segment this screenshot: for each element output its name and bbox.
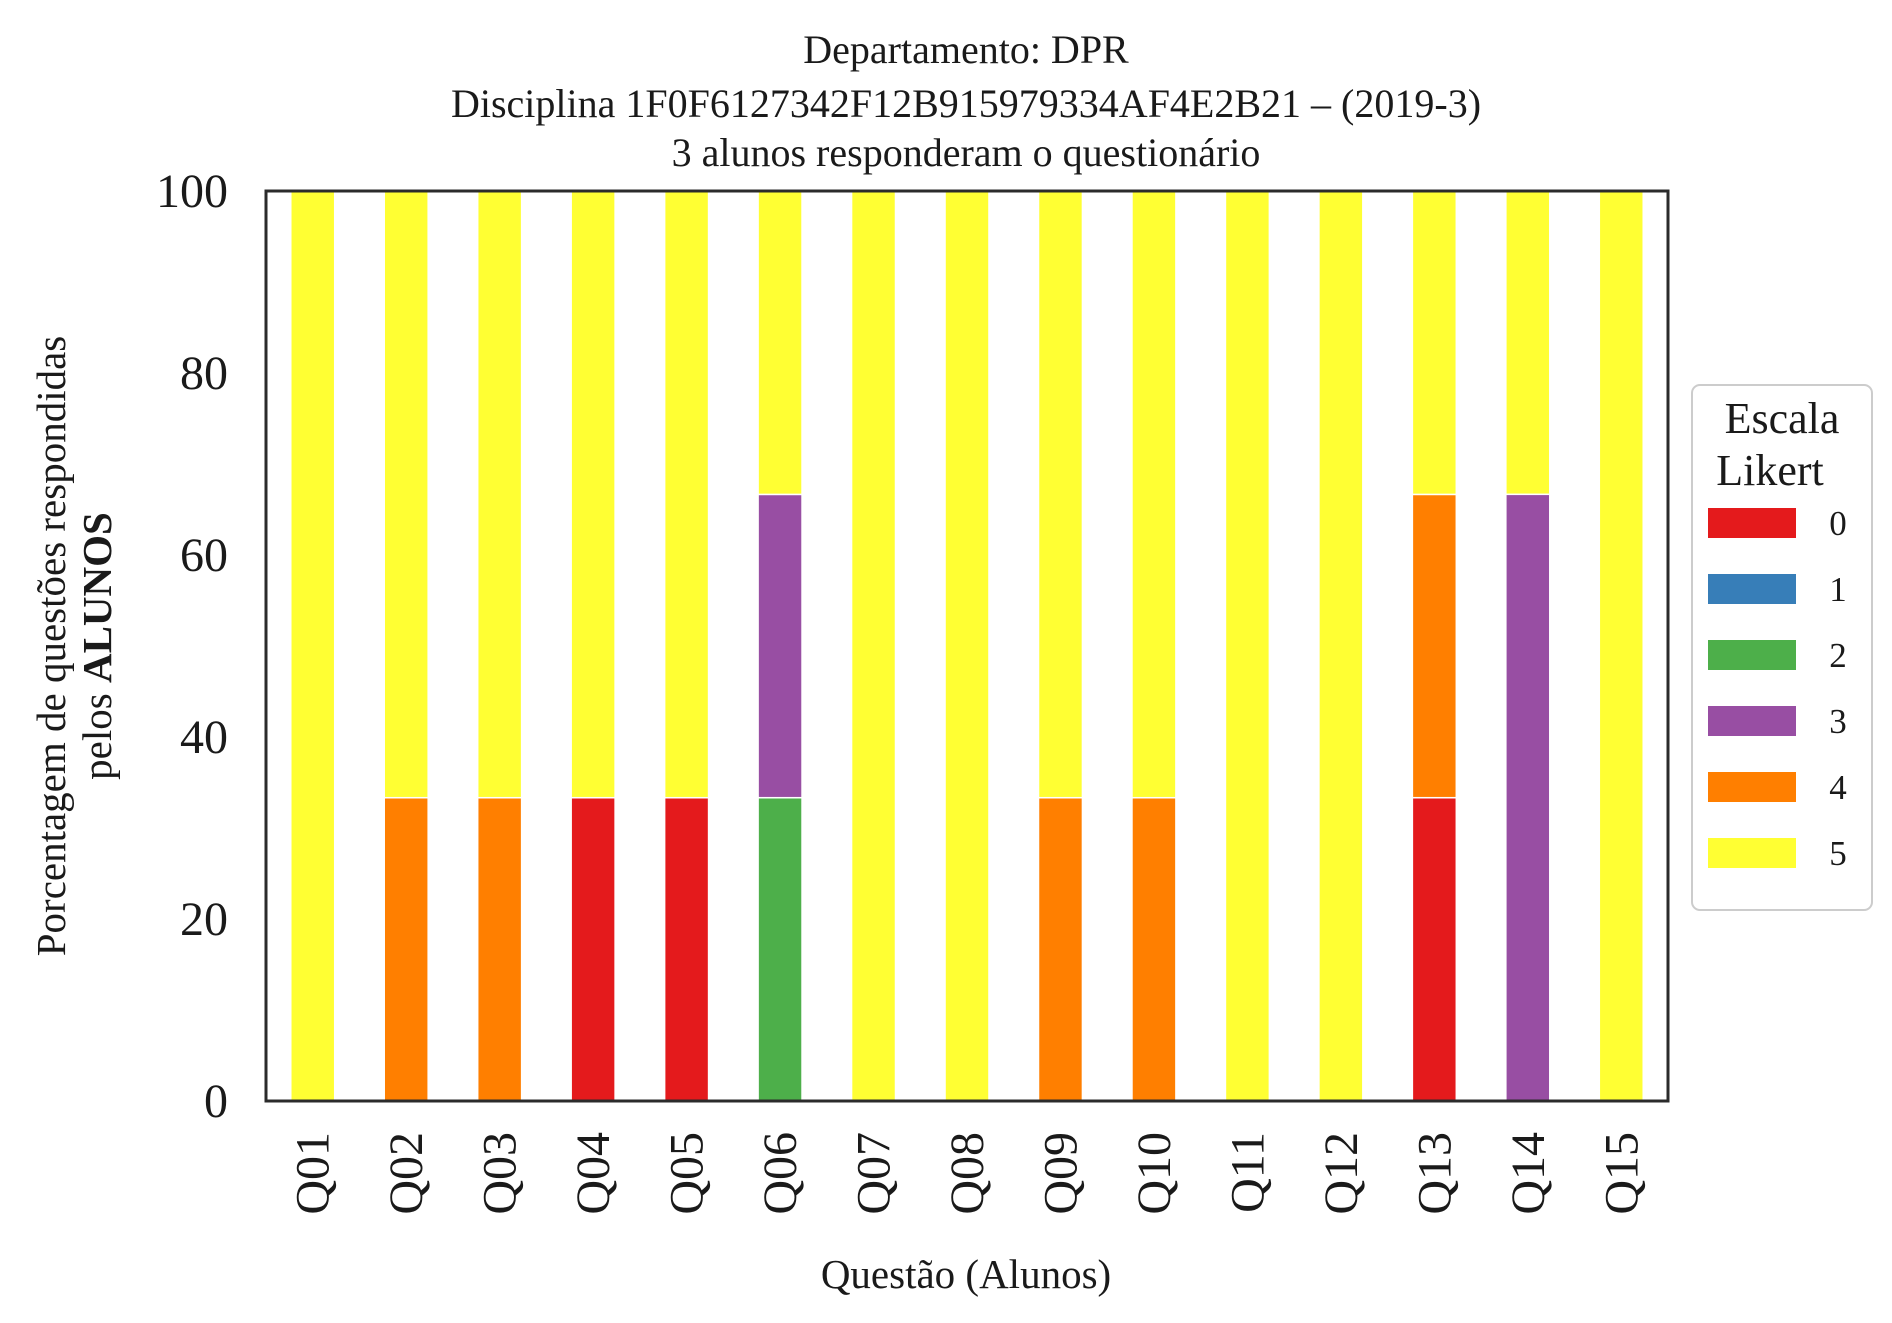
legend-label-5: 5 xyxy=(1829,834,1847,873)
x-tick-label-q03: Q03 xyxy=(474,1132,527,1215)
bar-q02-level-5 xyxy=(383,190,429,799)
x-tick-label-q12: Q12 xyxy=(1315,1132,1368,1215)
bar-q07-level-5 xyxy=(850,190,897,1102)
bar-q09-level-4 xyxy=(1037,796,1084,1102)
x-tick-label-q14: Q14 xyxy=(1502,1132,1555,1215)
x-tick-label-q01: Q01 xyxy=(287,1132,340,1215)
bar-q13-level-0 xyxy=(1411,796,1458,1102)
y-axis-ticks: 0 20 40 60 80 100 xyxy=(156,165,228,1128)
bar-q03-level-4 xyxy=(476,796,523,1102)
chart-title-line-1: Departamento: DPR xyxy=(803,27,1129,72)
legend-title-line-2: Likert xyxy=(1716,446,1824,495)
x-tick-label-q09: Q09 xyxy=(1034,1132,1087,1215)
y-axis-label-line-1: Porcentagem de questões respondidas xyxy=(28,336,74,957)
x-tick-label-q07: Q07 xyxy=(848,1132,901,1215)
x-tick-label-q10: Q10 xyxy=(1128,1132,1181,1215)
y-tick-label-100: 100 xyxy=(156,165,228,218)
y-tick-label-20: 20 xyxy=(180,893,228,946)
bar-q03-level-5 xyxy=(476,190,523,799)
legend-swatch-0 xyxy=(1708,508,1796,538)
bar-q01-level-5 xyxy=(290,190,336,1102)
bar-q05-level-5 xyxy=(663,190,710,799)
y-axis-label-bold: ALUNOS xyxy=(74,512,120,683)
legend-swatch-5 xyxy=(1708,838,1796,868)
bar-q09-level-5 xyxy=(1037,190,1084,799)
x-axis-ticks: Q01 Q02 Q03 Q04 Q05 Q06 Q07 Q08 Q09 Q10 Q11 Q12 Q13 Q… xyxy=(287,1132,1649,1215)
legend-swatch-4 xyxy=(1708,772,1796,802)
chart-title-line-2: Disciplina 1F0F6127342F12B915979334AF4E2… xyxy=(451,81,1481,126)
y-tick-label-40: 40 xyxy=(180,711,228,764)
bars xyxy=(290,190,1644,1102)
y-axis-label: Porcentagem de questões respondidas pelo… xyxy=(28,336,120,957)
bar-q10-level-4 xyxy=(1131,796,1177,1102)
bar-q14-level-5 xyxy=(1505,190,1551,496)
x-tick-label-q04: Q04 xyxy=(567,1132,620,1215)
legend-label-4: 4 xyxy=(1829,768,1847,807)
legend-title-line-1: Escala xyxy=(1725,394,1840,443)
x-tick-label-q05: Q05 xyxy=(661,1132,714,1215)
x-tick-label-q11: Q11 xyxy=(1221,1132,1274,1213)
legend-label-2: 2 xyxy=(1829,636,1847,675)
x-tick-label-q06: Q06 xyxy=(754,1132,807,1215)
y-tick-label-80: 80 xyxy=(180,347,228,400)
bar-q04-level-0 xyxy=(570,796,616,1102)
legend-label-3: 3 xyxy=(1829,702,1847,741)
bar-q14-level-3 xyxy=(1505,493,1551,1102)
bar-q06-level-5 xyxy=(757,190,803,496)
bar-q02-level-4 xyxy=(383,796,429,1102)
chart-title-line-3: 3 alunos responderam o questionário xyxy=(672,130,1261,175)
bar-q13-level-5 xyxy=(1411,190,1458,496)
bar-q11-level-5 xyxy=(1224,190,1271,1102)
legend-label-1: 1 xyxy=(1829,570,1847,609)
x-axis-label: Questão (Alunos) xyxy=(821,1251,1111,1297)
plot-area-frame xyxy=(264,189,1670,1103)
bar-q15-level-5 xyxy=(1598,190,1644,1102)
x-tick-label-q08: Q08 xyxy=(941,1132,994,1215)
legend-swatch-2 xyxy=(1708,640,1796,670)
bar-q05-level-0 xyxy=(663,796,710,1102)
legend-swatch-1 xyxy=(1708,574,1796,604)
x-tick-label-q02: Q02 xyxy=(380,1132,433,1215)
bar-q04-level-5 xyxy=(570,190,616,799)
y-axis-label-line-2: pelos ALUNOS xyxy=(74,512,120,780)
bar-q06-level-2 xyxy=(757,796,803,1102)
y-axis-label-prefix: pelos xyxy=(74,683,120,780)
legend-label-0: 0 xyxy=(1829,504,1847,543)
bar-q12-level-5 xyxy=(1318,190,1364,1102)
y-tick-label-60: 60 xyxy=(180,529,228,582)
bar-q06-level-3 xyxy=(757,493,803,799)
bar-q13-level-4 xyxy=(1411,493,1458,799)
legend-items: 0 1 2 3 4 5 xyxy=(1708,504,1847,873)
x-tick-label-q13: Q13 xyxy=(1408,1132,1461,1215)
bar-q08-level-5 xyxy=(944,190,990,1102)
bar-q10-level-5 xyxy=(1131,190,1177,799)
legend: Escala Likert 0 1 2 3 4 5 xyxy=(1691,384,1873,911)
chart-title: Departamento: DPR Disciplina 1F0F6127342… xyxy=(451,27,1481,175)
y-tick-label-0: 0 xyxy=(204,1075,228,1128)
x-tick-label-q15: Q15 xyxy=(1595,1132,1648,1215)
legend-swatch-3 xyxy=(1708,706,1796,736)
